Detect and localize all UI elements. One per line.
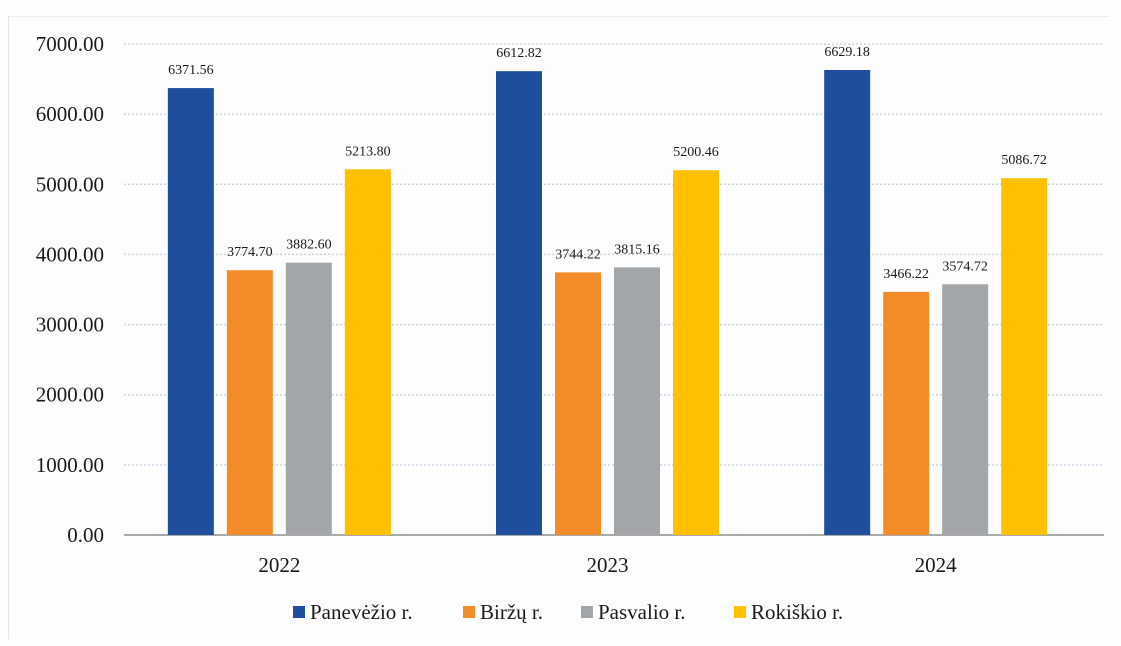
data-label: 3815.16 bbox=[614, 242, 660, 257]
data-label: 3574.72 bbox=[942, 259, 988, 274]
legend-label: Panevėžio r. bbox=[310, 600, 413, 624]
x-category-label: 2022 bbox=[258, 553, 300, 577]
legend-label: Biržų r. bbox=[480, 600, 543, 624]
y-axis-ticks: 0.00 1000.00 2000.00 3000.00 4000.00 5000.00 6… bbox=[36, 32, 104, 547]
data-label: 5213.80 bbox=[345, 144, 391, 159]
data-label: 3744.22 bbox=[555, 247, 601, 262]
data-label: 5086.72 bbox=[1001, 153, 1047, 168]
data-labels: 6371.56 3774.70 3882.60 5213.80 6612.82 3744.… bbox=[168, 45, 1047, 282]
x-category-label: 2024 bbox=[915, 553, 958, 577]
y-tick-label: 5000.00 bbox=[36, 172, 104, 196]
data-label: 3882.60 bbox=[286, 238, 332, 253]
x-axis-categories: 2022 2023 2024 bbox=[258, 553, 957, 577]
legend-swatch bbox=[734, 606, 746, 618]
y-tick-label: 4000.00 bbox=[36, 242, 104, 266]
legend: Panevėžio r. Biržų r. Pasvalio r. Rokiškio … bbox=[293, 600, 843, 624]
legend-label: Rokiškio r. bbox=[751, 600, 843, 624]
bar bbox=[344, 169, 391, 535]
bar bbox=[614, 267, 660, 535]
y-tick-label: 2000.00 bbox=[36, 383, 104, 407]
data-label: 3774.70 bbox=[227, 245, 273, 260]
data-label: 6629.18 bbox=[824, 45, 870, 60]
data-label: 6612.82 bbox=[496, 46, 542, 61]
legend-swatch bbox=[581, 606, 593, 618]
bar bbox=[496, 71, 542, 536]
legend-label: Pasvalio r. bbox=[598, 600, 686, 624]
data-label: 3466.22 bbox=[883, 267, 929, 282]
y-tick-label: 3000.00 bbox=[36, 313, 104, 337]
y-tick-label: 0.00 bbox=[67, 523, 104, 547]
bar bbox=[883, 291, 930, 535]
data-label: 6371.56 bbox=[168, 63, 214, 78]
bars bbox=[167, 70, 1048, 536]
bar bbox=[824, 70, 871, 535]
bar bbox=[285, 262, 332, 535]
y-tick-label: 7000.00 bbox=[36, 32, 104, 56]
bar bbox=[167, 88, 214, 536]
y-tick-label: 1000.00 bbox=[36, 453, 104, 477]
y-tick-label: 6000.00 bbox=[36, 102, 104, 126]
bar bbox=[226, 270, 273, 535]
bar bbox=[1001, 178, 1048, 535]
bar bbox=[942, 284, 989, 535]
x-category-label: 2023 bbox=[587, 553, 629, 577]
data-label: 5200.46 bbox=[673, 145, 719, 160]
bar bbox=[555, 272, 601, 535]
legend-swatch bbox=[463, 606, 475, 618]
legend-swatch bbox=[293, 606, 305, 618]
bar bbox=[673, 170, 719, 535]
